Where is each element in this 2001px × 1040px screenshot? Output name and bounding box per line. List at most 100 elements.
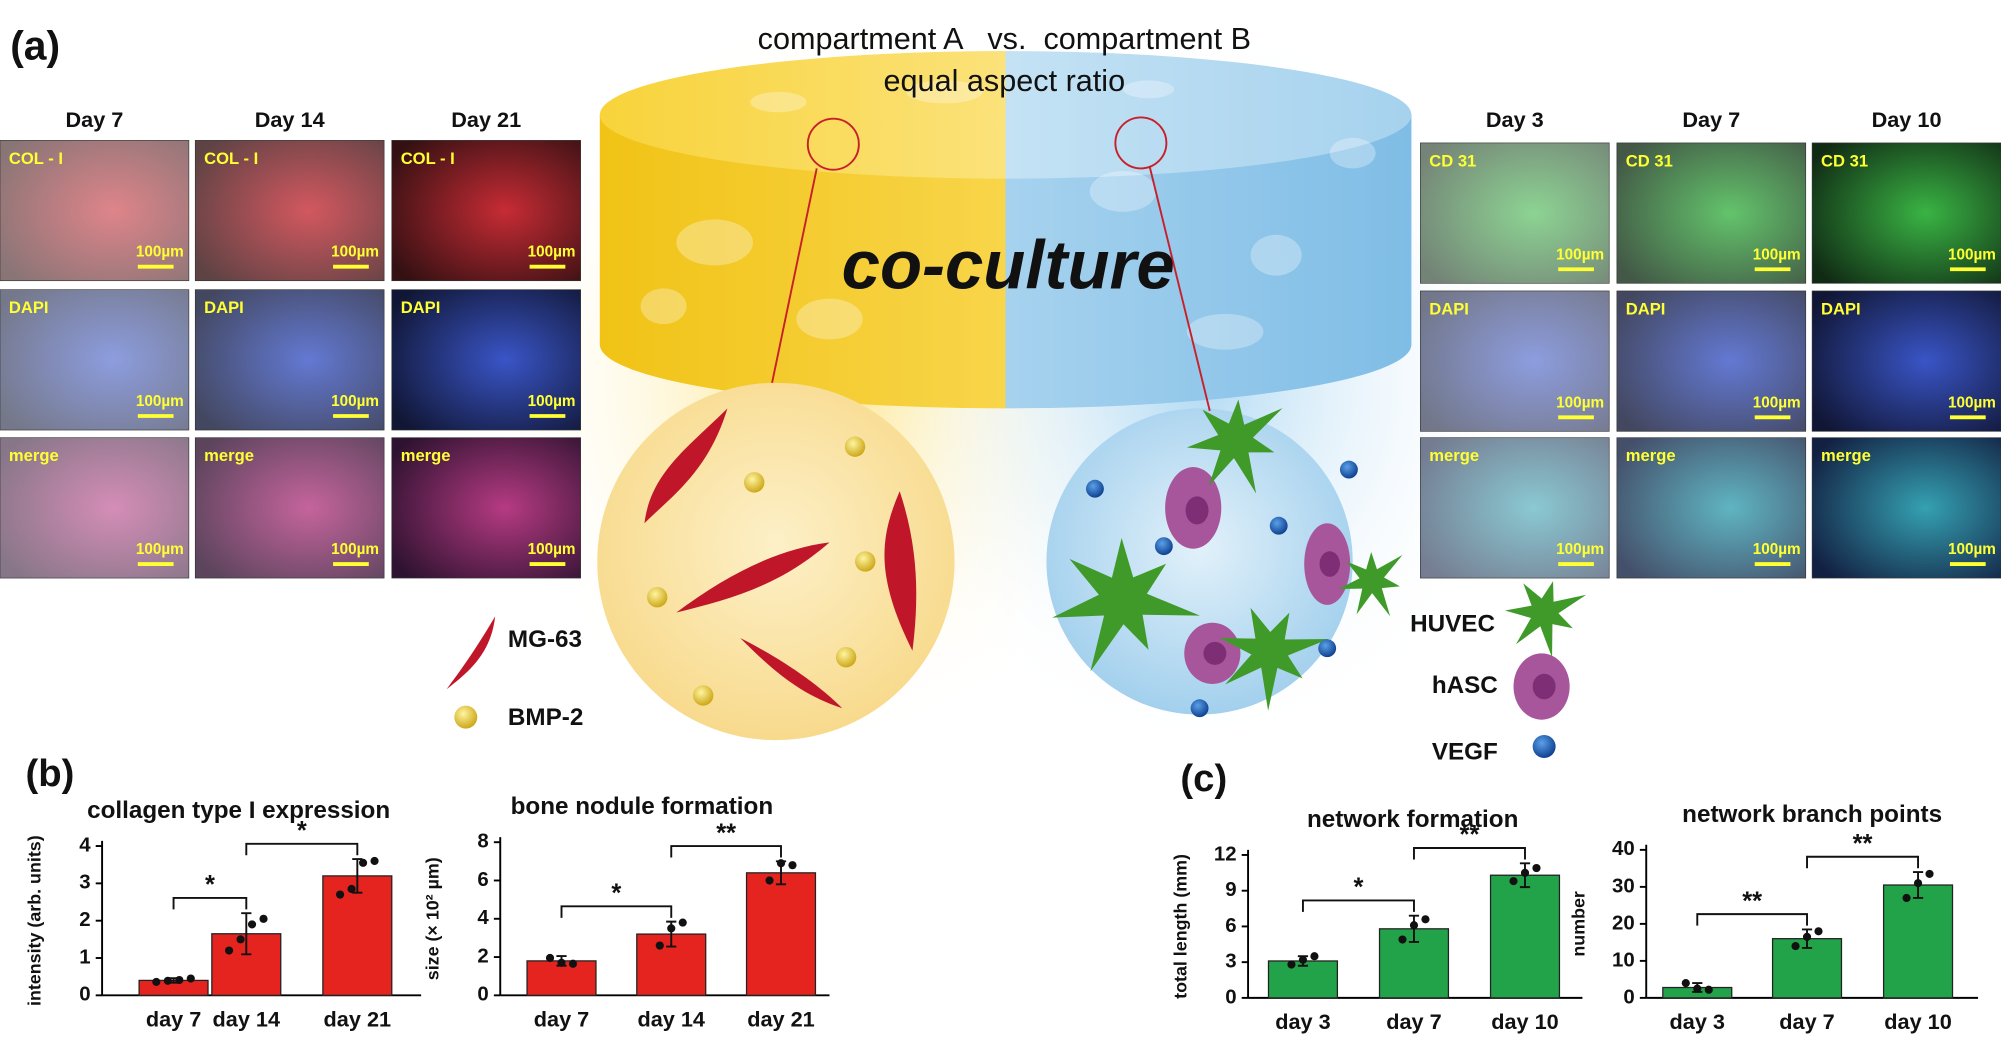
panel-label: (b) bbox=[26, 752, 75, 795]
stain-label: DAPI bbox=[204, 298, 244, 317]
data-point bbox=[1298, 955, 1308, 964]
micrograph bbox=[1616, 290, 1806, 432]
scale-label: 100µm bbox=[331, 244, 379, 261]
error-bar bbox=[241, 912, 252, 956]
significance-label: * bbox=[205, 871, 215, 899]
stain-label: COL - I bbox=[204, 149, 258, 168]
significance-bracket bbox=[1301, 899, 1415, 912]
pores bbox=[640, 80, 1376, 350]
scale-label: 100µm bbox=[1948, 246, 1996, 263]
y-tick-label: 6 bbox=[477, 869, 488, 891]
bar bbox=[322, 875, 393, 996]
scale-label: 100µm bbox=[1556, 541, 1604, 558]
legend-label: MG-63 bbox=[508, 626, 582, 653]
y-tick-label: 2 bbox=[79, 909, 90, 931]
bar bbox=[1489, 874, 1561, 999]
y-axis-label: size (× 10² µm) bbox=[423, 857, 443, 980]
bar bbox=[1267, 960, 1339, 999]
data-point bbox=[1509, 877, 1518, 886]
y-tick-label: 4 bbox=[477, 907, 489, 929]
chart-title: network formation bbox=[1307, 806, 1518, 833]
data-point bbox=[358, 858, 368, 867]
data-point bbox=[776, 859, 786, 868]
x-tick-label: day 10 bbox=[1491, 1009, 1559, 1034]
stain-label: merge bbox=[1429, 446, 1479, 465]
data-point bbox=[1409, 921, 1419, 930]
data-point bbox=[788, 861, 797, 870]
y-tick-label: 1 bbox=[79, 946, 90, 968]
y-tick-label: 3 bbox=[79, 872, 90, 894]
micrograph bbox=[0, 437, 189, 579]
scale-label: 100µm bbox=[136, 541, 184, 558]
legend-label: hASC bbox=[1432, 672, 1498, 699]
y-tick-label: 0 bbox=[1623, 986, 1634, 1008]
title: compartment A vs. compartment B bbox=[758, 22, 1251, 56]
y-tick-label: 0 bbox=[477, 984, 488, 1006]
micrograph-bg bbox=[1811, 142, 2001, 284]
y-tick-label: 30 bbox=[1612, 875, 1635, 897]
y-axis-label: number bbox=[1569, 891, 1589, 957]
scale-label: 100µm bbox=[528, 393, 576, 410]
huvec-cell bbox=[1186, 399, 1283, 494]
micrograph-bg bbox=[1811, 437, 2001, 579]
data-point bbox=[1421, 915, 1430, 924]
mg63-cells bbox=[446, 408, 917, 709]
stain-label: merge bbox=[9, 446, 59, 465]
x-tick-label: day 3 bbox=[1670, 1009, 1725, 1034]
micrograph bbox=[195, 289, 385, 431]
data-point bbox=[765, 876, 774, 885]
micrograph-bg bbox=[391, 140, 581, 282]
scale-label: 100µm bbox=[331, 541, 379, 558]
x-tick-label: day 7 bbox=[146, 1007, 201, 1032]
scale-label: 100µm bbox=[1753, 246, 1801, 263]
legend-label: VEGF bbox=[1432, 738, 1498, 765]
micrograph bbox=[391, 437, 581, 579]
data-point bbox=[236, 935, 245, 944]
micrograph-bg bbox=[0, 140, 190, 282]
micrograph-bg bbox=[391, 289, 581, 431]
stain-label: COL - I bbox=[401, 149, 455, 168]
scale-label: 100µm bbox=[1556, 246, 1604, 263]
y-tick-label: 8 bbox=[477, 831, 488, 853]
stain-label: CD 31 bbox=[1626, 151, 1673, 170]
data-point bbox=[1913, 879, 1923, 888]
chart-title: network branch points bbox=[1682, 801, 1942, 828]
data-point bbox=[1902, 893, 1911, 903]
micrograph bbox=[195, 140, 385, 281]
huvec-cell bbox=[1219, 607, 1329, 711]
scale-label: 100µm bbox=[1948, 541, 1996, 558]
x-tick-label: day 7 bbox=[1386, 1009, 1441, 1034]
significance-bracket bbox=[670, 845, 782, 858]
data-point bbox=[1681, 979, 1690, 988]
significance-bracket bbox=[245, 842, 359, 856]
huvec-cells bbox=[1052, 399, 1587, 711]
micrograph-bg bbox=[1616, 142, 1807, 284]
stain-label: DAPI bbox=[1821, 299, 1861, 318]
y-tick-label: 6 bbox=[1225, 915, 1236, 937]
micrograph-bg bbox=[1420, 437, 1610, 579]
data-point bbox=[1693, 984, 1702, 993]
scale-label: 100µm bbox=[136, 244, 184, 261]
micrograph-bg bbox=[194, 289, 385, 431]
data-point bbox=[557, 958, 566, 967]
x-tick-label: day 10 bbox=[1884, 1009, 1952, 1034]
zoom-line bbox=[771, 168, 818, 384]
zoom-marker bbox=[1114, 116, 1168, 170]
x-tick-label: day 3 bbox=[1275, 1009, 1330, 1034]
bmp2-particles bbox=[454, 436, 876, 729]
bar bbox=[745, 872, 817, 996]
y-tick-label: 9 bbox=[1225, 879, 1236, 901]
chart-title: collagen type I expression bbox=[87, 797, 390, 824]
legend-label: BMP-2 bbox=[508, 704, 583, 731]
y-tick-label: 10 bbox=[1612, 949, 1635, 971]
micrograph bbox=[0, 140, 189, 281]
stain-label: DAPI bbox=[401, 298, 441, 317]
hasc-cells bbox=[1165, 467, 1570, 720]
stain-label: DAPI bbox=[1429, 299, 1469, 318]
scale-label: 100µm bbox=[1753, 541, 1801, 558]
data-point bbox=[1925, 869, 1934, 879]
y-tick-label: 20 bbox=[1612, 912, 1635, 934]
column-header: Day 10 bbox=[1872, 107, 1942, 132]
